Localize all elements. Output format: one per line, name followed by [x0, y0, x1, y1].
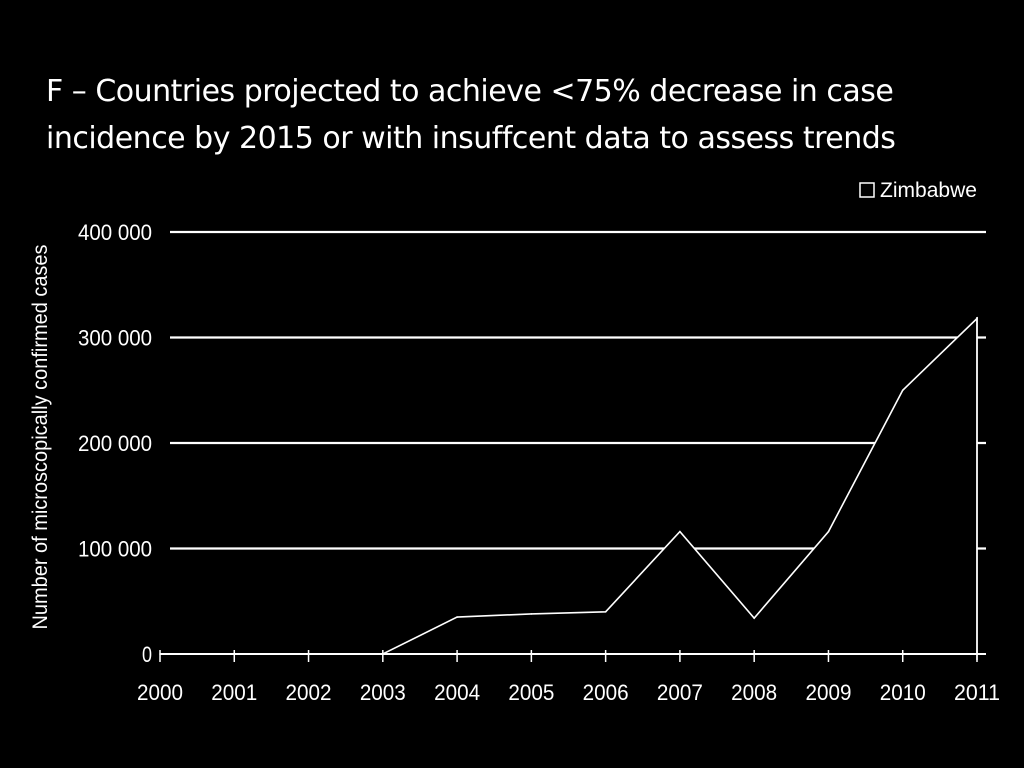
legend: Zimbabwe	[859, 179, 977, 202]
x-tick-label-2006: 2006	[583, 680, 629, 705]
x-tick-label-2002: 2002	[286, 680, 332, 705]
x-tick-label-2001: 2001	[211, 680, 257, 705]
data-point-2004	[456, 616, 458, 618]
x-tick-label-2011: 2011	[954, 680, 1000, 705]
chart-title-line-2: incidence by 2015 or with insuffcent dat…	[46, 121, 896, 156]
x-tick-label-2009: 2009	[805, 680, 851, 705]
y-tick-labels: 0 100 000 200 000 300 000 400 000	[78, 220, 152, 667]
data-point-2005	[530, 613, 533, 615]
series-area	[159, 316, 978, 655]
y-tick-label-3: 300 000	[78, 326, 152, 351]
series-area-zimbabwe	[160, 318, 977, 654]
data-point-2006	[604, 611, 607, 613]
data-point-2008	[753, 617, 755, 619]
x-tick-label-2008: 2008	[731, 680, 777, 705]
x-tick-label-2007: 2007	[657, 680, 703, 705]
axes	[159, 317, 986, 662]
y-tick-label-1: 100 000	[78, 537, 152, 562]
x-tick-label-2004: 2004	[434, 680, 480, 705]
y-axis-label: Number of microscopically confirmed case…	[29, 245, 52, 630]
data-point-2009	[827, 530, 830, 533]
legend-swatch-zimbabwe	[859, 182, 875, 198]
legend-label-zimbabwe: Zimbabwe	[880, 179, 977, 202]
chart-title-line-1: F – Countries projected to achieve <75% …	[46, 74, 894, 109]
data-point-2007	[679, 530, 681, 533]
x-tick-label-2000: 2000	[137, 680, 183, 705]
x-tick-label-2005: 2005	[508, 680, 554, 705]
y-tick-label-4: 400 000	[78, 220, 152, 245]
data-point-2010	[901, 389, 904, 392]
y-tick-label-2: 200 000	[78, 431, 152, 456]
chart-title: F – Countries projected to achieve <75% …	[46, 68, 1006, 162]
x-tick-label-2010: 2010	[880, 680, 926, 705]
x-tick-label-2003: 2003	[360, 680, 406, 705]
x-tick-labels: 2000 2001 2002 2003 2004 2005 2006 2007 2008 2009…	[137, 680, 1000, 705]
y-tick-label-0: 0	[142, 642, 152, 667]
